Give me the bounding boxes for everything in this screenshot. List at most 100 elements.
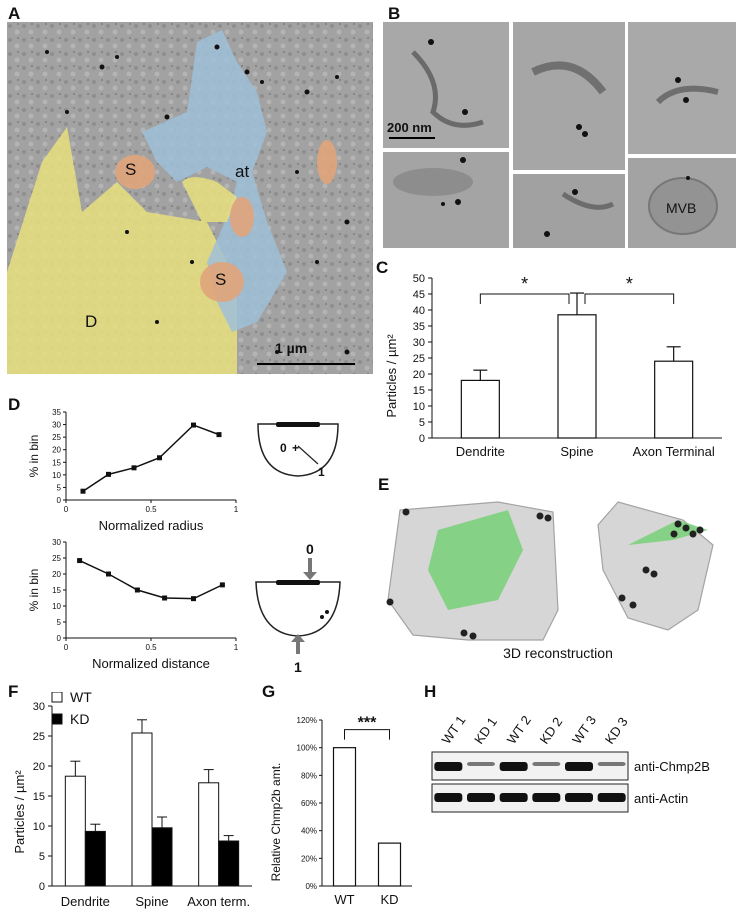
spine-region-4 <box>317 140 337 184</box>
chart-d-bottom-ytick-label: 10 <box>52 602 61 611</box>
psd-surface-1 <box>428 510 523 610</box>
blot-label-actin: anti-Actin <box>634 791 688 806</box>
chart-g-category-label: KD <box>380 892 398 907</box>
chart-f-bar-wt <box>131 732 153 887</box>
chart-d-bottom-xlabel: Normalized distance <box>92 656 210 671</box>
chart-d-top-xtick-label: 1 <box>234 505 239 514</box>
chart-c-bar <box>557 314 597 439</box>
chart-d-top-ytick-label: 25 <box>52 433 61 442</box>
chart-c-ytick-label: 20 <box>413 369 425 381</box>
chart-c-significance-star: * <box>521 274 528 294</box>
chart-f-ytick-label: 5 <box>39 851 45 863</box>
chart-d-bottom-xtick-label: 1 <box>234 643 239 652</box>
spine-region-3 <box>230 197 254 237</box>
panel-label-b: B <box>388 4 401 23</box>
chart-c-bar <box>654 360 694 439</box>
blot-band-chmp2b <box>434 762 463 771</box>
spine-region-2 <box>200 262 244 302</box>
panel-label-g: G <box>262 682 276 701</box>
chart-d-bottom-ytick-label: 15 <box>52 586 61 595</box>
chart-c-bar <box>460 379 500 439</box>
schematic-radius-zero: 0 <box>280 441 287 455</box>
chart-c-ytick-label: 45 <box>413 289 425 301</box>
blot-band-actin <box>499 793 528 802</box>
chart-c-category-label: Spine <box>560 444 593 459</box>
chart-c-ytick-label: 30 <box>413 337 425 349</box>
chart-d-top-ytick-label: 10 <box>52 471 61 480</box>
chart-d-bottom-ytick-label: 30 <box>52 538 61 547</box>
blot-band-chmp2b <box>467 762 495 766</box>
axon-terminal-region <box>142 30 287 332</box>
chart-g-significance-bracket <box>344 729 390 740</box>
em-tile-b5 <box>628 22 736 154</box>
chart-g-ytick-label: 60% <box>301 799 317 808</box>
schematic-distance: 0 1 <box>255 541 341 675</box>
chart-c-ytick-label: 35 <box>413 321 425 333</box>
chart-d-top-point <box>157 455 162 461</box>
blot-band-actin <box>434 793 463 802</box>
chart-d-top-ytick-label: 15 <box>52 458 61 467</box>
chart-d-bottom-ytick-label: 25 <box>52 554 61 563</box>
spine-region-1 <box>115 155 155 189</box>
chart-c-significance-star: * <box>626 274 633 294</box>
chart-f-ytick-label: 30 <box>33 701 45 713</box>
reconstruction-caption: 3D reconstruction <box>503 645 613 660</box>
em-micrograph-a: S S at D 1 µm <box>7 22 373 374</box>
blot-band-chmp2b <box>565 762 593 771</box>
chart-d-bottom-xtick-label: 0 <box>64 643 69 652</box>
em-tile-b6: MVB <box>628 158 736 248</box>
chart-g-ytick-label: 80% <box>301 771 317 780</box>
chart-d-top-ytick-label: 5 <box>57 483 62 492</box>
gold-particles <box>45 44 350 355</box>
em-tile-b3 <box>513 22 625 170</box>
chart-f-bar-kd <box>84 830 106 887</box>
label-spine-1: S <box>125 160 137 179</box>
label-mvb: MVB <box>666 200 697 216</box>
chart-c-category-label: Dendrite <box>456 444 505 459</box>
chart-c-significance-bracket <box>584 293 675 304</box>
chart-g-bar <box>332 747 357 887</box>
schematic-radius-center: + <box>292 441 299 455</box>
chart-f-ytick-label: 15 <box>33 791 45 803</box>
chart-f-legend-swatch-wt <box>51 692 63 703</box>
chart-f-category-label: Spine <box>135 894 168 909</box>
chart-d-top-xtick-label: 0.5 <box>145 505 157 514</box>
blot-band-chmp2b <box>597 762 626 766</box>
chart-d-top-xtick-label: 0 <box>64 505 69 514</box>
chart-c-ylabel: Particles / µm² <box>384 334 399 418</box>
chart-d-bottom-series-line <box>79 559 223 600</box>
chart-d-bottom-point <box>162 595 168 601</box>
blot-strip-chmp2b <box>431 751 629 781</box>
blot-lane-label: KD 2 <box>537 714 566 746</box>
chart-f-legend-swatch-kd <box>51 713 63 725</box>
panel-label-a: A <box>8 4 21 23</box>
chart-c-ytick-label: 25 <box>413 353 425 365</box>
chart-g-ytick-label: 40% <box>301 827 317 836</box>
blot-lane-label: WT 3 <box>569 713 599 747</box>
chart-f-bar-kd <box>151 827 173 887</box>
reconstruction-3d: 3D reconstruction <box>386 501 714 660</box>
chart-d-top-ytick-label: 0 <box>57 496 62 505</box>
chart-g-significance-stars: *** <box>358 715 377 732</box>
chart-f-bar-kd <box>218 840 240 887</box>
chart-c-ytick-label: 5 <box>419 417 425 429</box>
chart-d-top-series-line <box>82 424 220 492</box>
chart-f-legend-label-wt: WT <box>70 692 92 705</box>
chart-d-top-point <box>131 465 137 471</box>
spine-volume-2 <box>597 501 714 631</box>
chart-g-ytick-label: 20% <box>301 854 317 863</box>
chart-d-bottom-ytick-label: 5 <box>57 618 62 627</box>
blot-band-actin <box>597 793 626 802</box>
em-tile-b1: 200 nm <box>383 22 509 148</box>
blot-lane-label: WT 2 <box>504 713 534 747</box>
chart-d-top-point <box>80 488 86 494</box>
chart-d-top-ytick-label: 35 <box>52 408 61 417</box>
chart-f-ylabel: Particles / µm² <box>12 770 27 854</box>
label-dendrite: D <box>85 312 98 331</box>
panel-label-c: C <box>376 258 389 277</box>
chart-f-ytick-label: 20 <box>33 761 45 773</box>
panel-label-f: F <box>8 682 19 701</box>
chart-d-top-point <box>191 422 196 428</box>
chart-g-ylabel: Relative Chmp2b amt. <box>269 763 283 882</box>
